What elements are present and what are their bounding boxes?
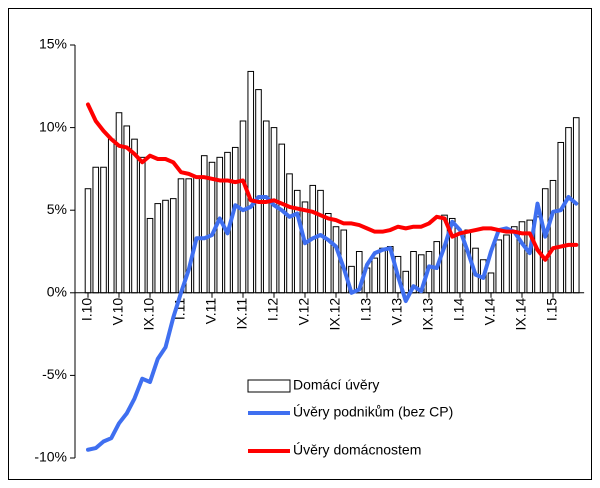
bar <box>255 89 262 294</box>
y-tick-label: 0% <box>47 284 67 300</box>
x-tick-label: IX.14 <box>513 298 529 331</box>
legend-label: Úvěry domácnostem <box>293 442 421 458</box>
bar <box>231 146 239 294</box>
x-tick-label: IX.11 <box>234 298 250 330</box>
bar <box>146 217 154 294</box>
bar <box>549 179 557 294</box>
bar <box>293 189 301 294</box>
x-tick-label: V.12 <box>296 298 312 326</box>
bar <box>270 127 278 294</box>
bar <box>262 120 270 294</box>
bar <box>317 189 324 294</box>
bar <box>301 201 309 294</box>
bar <box>154 203 162 294</box>
x-tick-label: IX.13 <box>420 298 436 331</box>
bar <box>278 143 286 294</box>
bar <box>565 127 572 294</box>
bar <box>503 234 510 294</box>
bar <box>371 257 379 294</box>
y-tick-label: -5% <box>42 366 67 382</box>
line <box>86 194 579 452</box>
bar <box>487 272 495 294</box>
bar <box>84 188 92 294</box>
legend-label: Domácí úvěry <box>293 377 379 393</box>
bar <box>138 156 146 294</box>
x-tick-label: IX.12 <box>327 298 343 331</box>
legend-swatch <box>247 379 291 393</box>
x-tick-label: I.15 <box>544 298 560 322</box>
bar <box>193 176 200 294</box>
bar <box>115 112 123 294</box>
bar <box>557 141 565 294</box>
line <box>86 102 579 262</box>
y-tick-label: 10% <box>39 118 67 134</box>
x-tick-label: I.10 <box>79 298 95 322</box>
bar <box>247 70 255 294</box>
bar <box>177 178 185 294</box>
bar <box>324 213 332 294</box>
x-tick-label: V.11 <box>203 298 219 325</box>
x-tick-label: V.10 <box>110 298 126 326</box>
y-tick-label: -10% <box>34 449 67 465</box>
x-tick-label: V.13 <box>389 298 405 326</box>
x-tick-label: I.13 <box>358 298 374 322</box>
bar <box>456 234 464 294</box>
bar <box>107 138 115 294</box>
x-tick-label: I.14 <box>451 298 467 322</box>
y-tick-label: 15% <box>39 36 67 52</box>
bar <box>131 138 138 294</box>
bar <box>92 166 100 294</box>
bar <box>541 188 549 294</box>
bar <box>169 198 177 294</box>
y-tick-label: 5% <box>47 201 67 217</box>
x-tick-label: IX.10 <box>141 298 157 331</box>
bar <box>379 247 386 294</box>
bar <box>495 239 503 294</box>
x-tick-label: V.14 <box>482 298 498 326</box>
bar <box>332 226 340 294</box>
legend-label: Úvěry podnikům (bez CP) <box>293 404 453 420</box>
bar <box>162 199 169 294</box>
x-tick-label: I.12 <box>265 298 281 322</box>
bar <box>286 173 293 294</box>
bar <box>100 166 107 294</box>
